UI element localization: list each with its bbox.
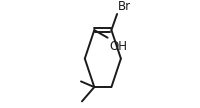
Text: Br: Br	[118, 0, 131, 13]
Text: OH: OH	[109, 40, 127, 53]
